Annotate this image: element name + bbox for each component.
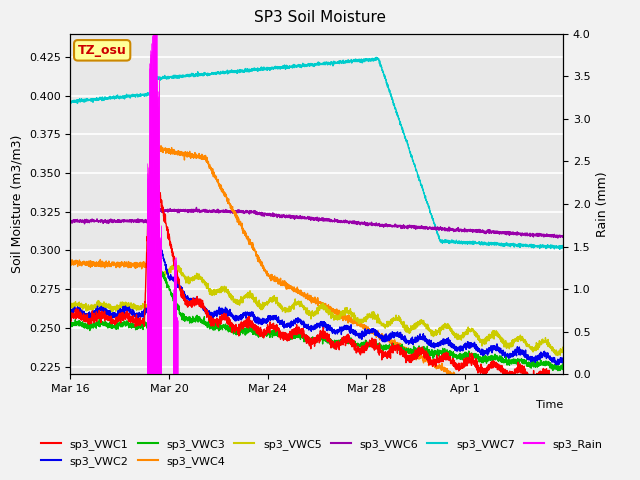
sp3_VWC5 xyxy=(497,335,504,340)
sp3_VWC1 xyxy=(277,330,285,336)
sp3_VWC4 xyxy=(550,426,557,432)
sp3_VWC4 xyxy=(67,261,74,266)
sp3_VWC2 xyxy=(497,345,504,351)
Line: sp3_VWC1: sp3_VWC1 xyxy=(70,102,563,389)
sp3_VWC1 xyxy=(148,99,156,105)
Line: sp3_VWC7: sp3_VWC7 xyxy=(70,57,563,249)
sp3_VWC5 xyxy=(559,348,567,353)
sp3_VWC5 xyxy=(67,303,74,309)
sp3_VWC1 xyxy=(152,266,160,272)
sp3_VWC4 xyxy=(157,143,164,149)
Line: sp3_VWC3: sp3_VWC3 xyxy=(70,215,563,371)
sp3_VWC5 xyxy=(550,348,557,354)
sp3_VWC2 xyxy=(559,359,567,364)
sp3_VWC5 xyxy=(170,259,178,264)
sp3_VWC2 xyxy=(256,318,264,324)
sp3_VWC7 xyxy=(255,67,263,72)
sp3_VWC2 xyxy=(553,362,561,368)
sp3_VWC5 xyxy=(277,304,285,310)
sp3_VWC4 xyxy=(152,147,160,153)
sp3_VWC4 xyxy=(277,283,285,288)
sp3_VWC3 xyxy=(277,333,285,339)
sp3_VWC5 xyxy=(152,270,160,276)
sp3_VWC3 xyxy=(152,218,160,224)
sp3_VWC1 xyxy=(559,373,567,379)
sp3_VWC7 xyxy=(556,246,564,252)
sp3_VWC6 xyxy=(559,234,567,240)
sp3_VWC3 xyxy=(152,212,159,217)
Text: TZ_osu: TZ_osu xyxy=(78,44,127,57)
sp3_VWC5 xyxy=(256,305,264,311)
Line: sp3_VWC2: sp3_VWC2 xyxy=(70,229,563,365)
Y-axis label: Soil Moisture (m3/m3): Soil Moisture (m3/m3) xyxy=(10,135,23,273)
sp3_VWC7 xyxy=(277,64,285,70)
sp3_VWC5 xyxy=(123,300,131,306)
sp3_VWC2 xyxy=(152,240,160,245)
sp3_VWC1 xyxy=(497,365,504,371)
sp3_VWC2 xyxy=(67,308,74,314)
sp3_VWC2 xyxy=(123,309,131,314)
sp3_VWC7 xyxy=(559,243,567,249)
Line: sp3_VWC6: sp3_VWC6 xyxy=(70,207,563,238)
sp3_VWC6 xyxy=(550,234,557,240)
sp3_VWC4 xyxy=(559,432,566,438)
sp3_VWC4 xyxy=(559,430,567,435)
sp3_VWC6 xyxy=(152,212,160,217)
sp3_VWC3 xyxy=(550,365,557,371)
sp3_VWC5 xyxy=(554,353,562,359)
sp3_VWC2 xyxy=(277,320,285,325)
X-axis label: Time: Time xyxy=(536,400,563,409)
sp3_VWC7 xyxy=(67,99,74,105)
sp3_VWC1 xyxy=(123,310,131,316)
Legend: sp3_VWC1, sp3_VWC2, sp3_VWC3, sp3_VWC4, sp3_VWC5, sp3_VWC6, sp3_VWC7, sp3_Rain: sp3_VWC1, sp3_VWC2, sp3_VWC3, sp3_VWC4, … xyxy=(36,435,607,471)
Line: sp3_VWC5: sp3_VWC5 xyxy=(70,262,563,356)
sp3_VWC1 xyxy=(552,386,559,392)
sp3_VWC3 xyxy=(497,357,504,362)
sp3_VWC6 xyxy=(277,214,285,219)
sp3_VWC6 xyxy=(256,211,264,216)
sp3_VWC7 xyxy=(550,244,557,250)
sp3_VWC2 xyxy=(153,227,161,232)
sp3_VWC6 xyxy=(497,229,504,235)
sp3_VWC2 xyxy=(550,358,557,363)
sp3_VWC3 xyxy=(256,331,264,337)
sp3_VWC1 xyxy=(67,314,74,320)
sp3_VWC7 xyxy=(372,54,380,60)
sp3_VWC4 xyxy=(123,262,131,267)
Line: sp3_VWC4: sp3_VWC4 xyxy=(70,146,563,435)
sp3_VWC1 xyxy=(550,385,557,391)
sp3_VWC7 xyxy=(152,76,160,82)
sp3_VWC6 xyxy=(67,219,74,225)
sp3_VWC4 xyxy=(256,257,264,263)
sp3_VWC3 xyxy=(554,368,562,373)
sp3_VWC3 xyxy=(67,324,74,330)
Y-axis label: Rain (mm): Rain (mm) xyxy=(596,171,609,237)
sp3_VWC6 xyxy=(123,218,131,224)
sp3_VWC3 xyxy=(559,362,567,368)
sp3_VWC1 xyxy=(256,330,264,336)
sp3_VWC6 xyxy=(554,235,561,241)
sp3_VWC3 xyxy=(123,320,131,325)
sp3_VWC4 xyxy=(497,398,504,404)
sp3_VWC6 xyxy=(193,204,200,210)
sp3_VWC7 xyxy=(497,242,504,248)
sp3_VWC7 xyxy=(123,91,131,97)
Text: SP3 Soil Moisture: SP3 Soil Moisture xyxy=(254,10,386,24)
